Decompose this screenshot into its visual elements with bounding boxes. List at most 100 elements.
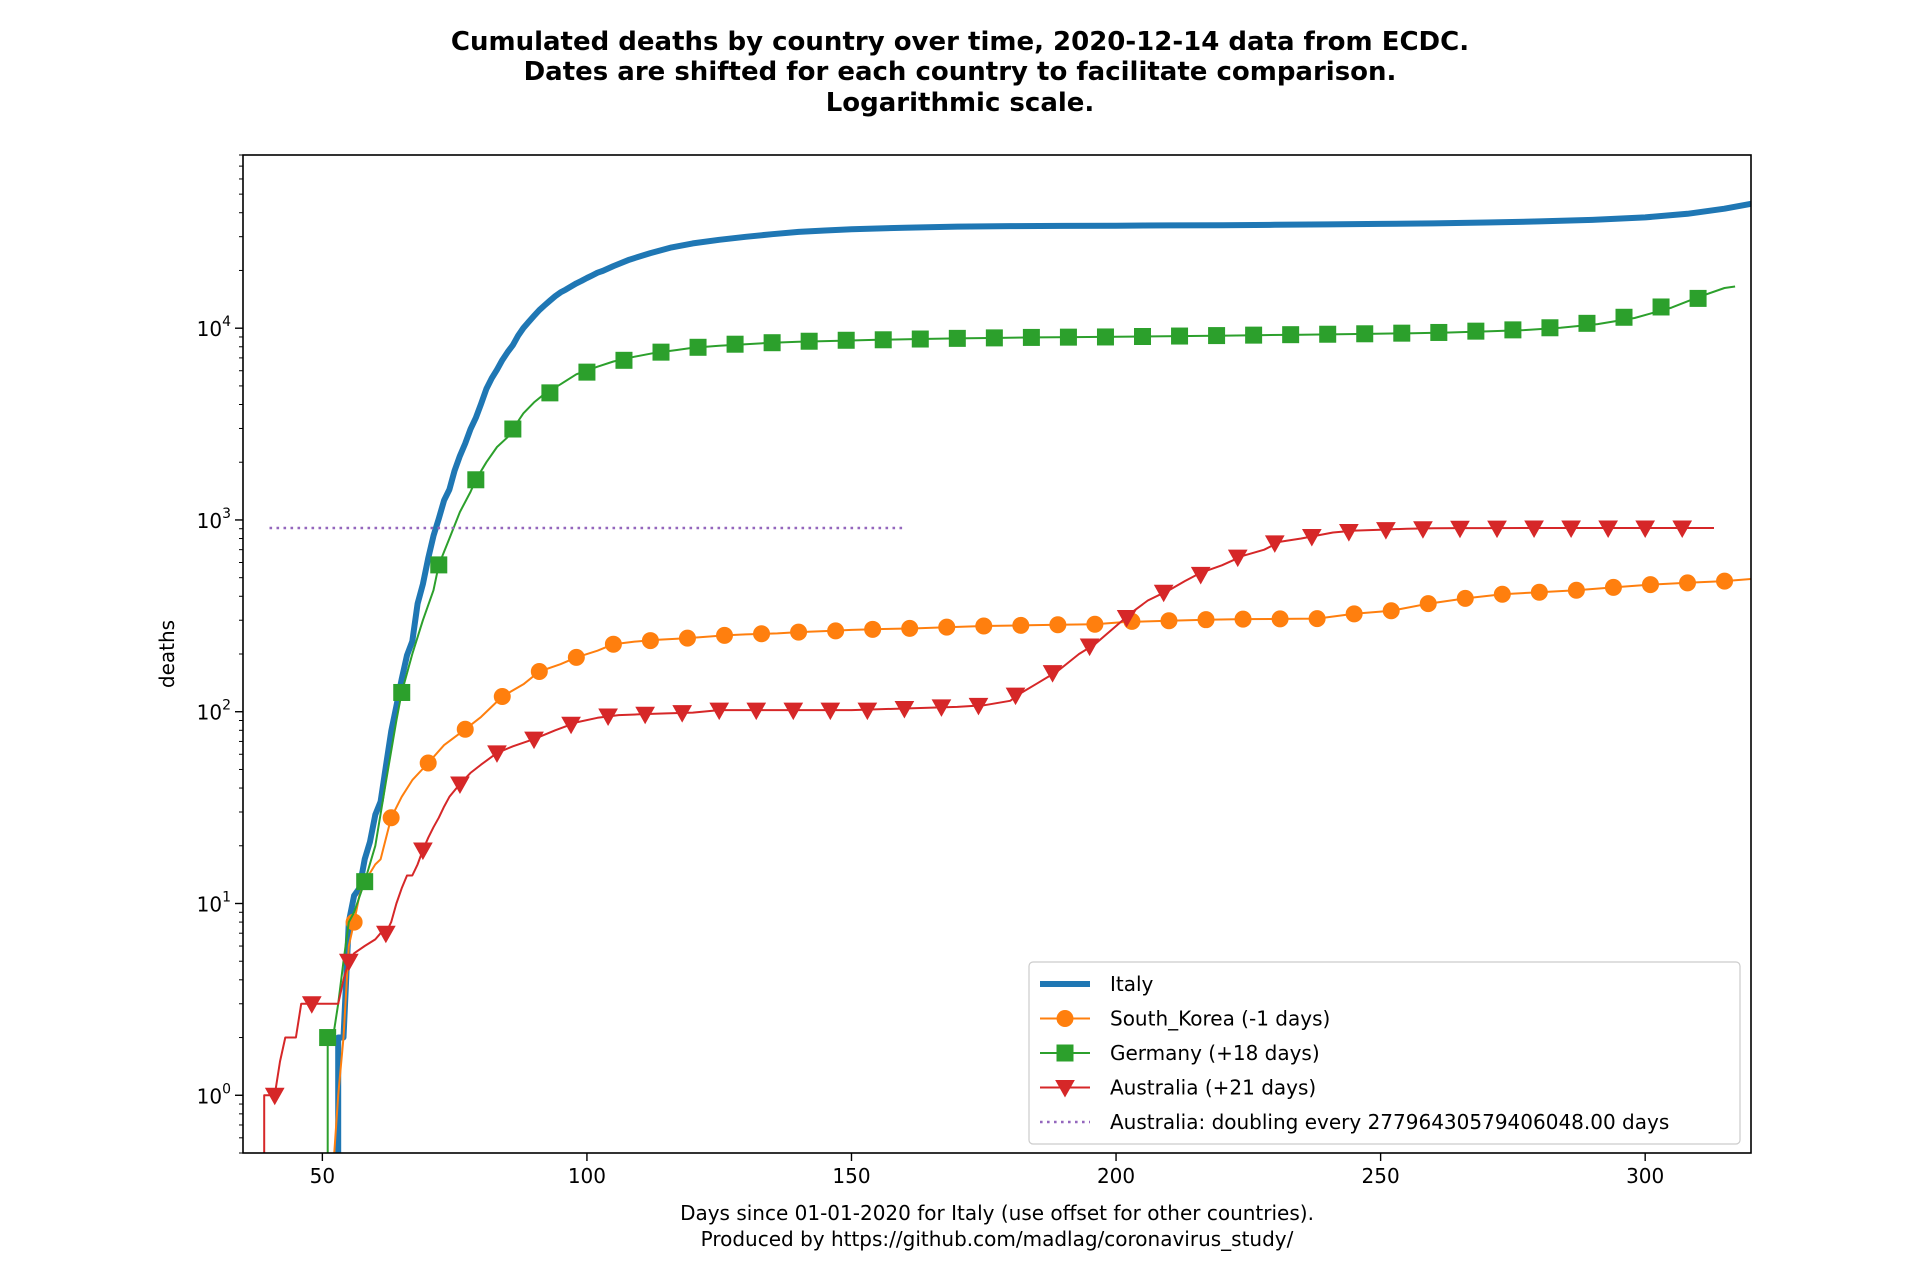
data-point [1049,616,1067,634]
data-point [1208,327,1226,345]
legend: Italy South_Korea (-1 days) Germany (+18 d… [1028,961,1741,1145]
data-point [1615,308,1633,326]
data-point [301,996,322,1014]
legend-item-australia-doubling-every-27796430579406048-00-days: Australia: doubling every 27796430579406… [1040,1110,1669,1134]
y-tick-label: 104 [197,314,231,341]
legend-item-south-korea-1-days: South_Korea (-1 days) [1040,1007,1330,1031]
x-tick-label: 250 [1362,1164,1400,1188]
data-point [857,702,878,721]
data-point [450,776,470,794]
data-point [689,338,707,356]
x-tick-label: 50 [310,1164,335,1188]
data-point [641,632,659,650]
y-tick-label: 102 [197,698,231,725]
data-point [1171,327,1189,345]
data-point [1153,584,1174,603]
data-point [524,731,544,750]
x-axis: 50 100 150 200 250 300 [310,1153,1664,1188]
data-point [1456,589,1474,607]
data-point [911,330,929,348]
x-tick-label: 200 [1097,1164,1135,1188]
data-point [615,351,633,369]
data-point [678,629,696,647]
data-point [487,745,507,763]
y-tick-label: 101 [197,890,231,917]
data-point [338,953,359,972]
data-point [1652,298,1670,316]
data-point [1356,325,1374,343]
data-point [1234,610,1252,628]
data-point [790,623,808,641]
data-point [783,702,804,721]
data-point [1467,322,1485,340]
data-point [1716,572,1734,590]
x-tick-label: 150 [832,1164,870,1188]
data-point [1086,615,1104,633]
data-point [493,688,511,706]
data-point [1567,581,1585,599]
legend-label: Germany (+18 days) [1110,1041,1320,1065]
data-point [541,384,559,402]
y-tick-label: 100 [197,1081,231,1108]
chart-title-line-3: Logarithmic scale. [826,88,1095,118]
x-axis-label-line-1: Days since 01-01-2020 for Italy (use off… [680,1201,1314,1225]
legend-marker [1056,1044,1074,1062]
data-point [827,622,845,640]
legend-item-italy: Italy [1040,972,1154,996]
data-point [1197,611,1215,629]
series-line-australia-21-days [263,527,1714,1153]
x-axis-label-line-2: Produced by https://github.com/madlag/co… [701,1227,1294,1251]
data-point [1604,578,1622,596]
data-point [1419,595,1437,613]
data-point [672,705,693,723]
data-point [264,1087,285,1106]
series-line-italy [335,200,1751,1153]
data-point [1227,549,1248,568]
data-point [763,334,781,352]
data-point [1264,535,1285,553]
data-point [753,625,771,643]
data-point [948,329,966,347]
data-point [382,809,400,827]
data-point [504,420,522,438]
data-point [1504,321,1522,339]
data-point [837,331,855,349]
data-point [1012,616,1030,634]
data-point [1430,323,1448,341]
y-tick-label: 103 [197,506,231,533]
data-point [1382,602,1400,620]
data-point [393,683,411,701]
data-point [820,702,841,721]
data-point [1134,328,1152,346]
y-axis-label: deaths [155,620,179,688]
data-point [356,873,374,891]
series-italy [335,200,1751,1153]
legend-marker [1056,1010,1074,1027]
data-point [894,700,915,719]
data-point [968,697,989,716]
data-point [1450,520,1470,539]
data-point [430,556,448,574]
data-point [1319,325,1337,343]
data-point [1005,687,1026,706]
data-point [635,706,655,725]
legend-label: Australia: doubling every 27796430579406… [1110,1110,1669,1134]
data-point [1160,612,1178,630]
data-point [1042,665,1063,683]
series-south-korea-1-days [333,572,1751,1153]
data-point [1679,574,1697,592]
data-point [1393,324,1411,342]
data-point [604,635,622,653]
series-germany-18-days [319,285,1736,1153]
data-point [467,471,485,489]
data-point [1376,522,1396,540]
data-point [652,343,670,361]
data-point [800,332,818,350]
legend-item-germany-18-days: Germany (+18 days) [1040,1041,1320,1065]
legend-label: Italy [1110,972,1154,996]
data-point [567,648,585,666]
legend-marker [1055,1080,1075,1098]
chart-title-line-1: Cumulated deaths by country over time, 2… [451,27,1469,57]
data-point [413,842,433,861]
data-point [1524,520,1544,539]
